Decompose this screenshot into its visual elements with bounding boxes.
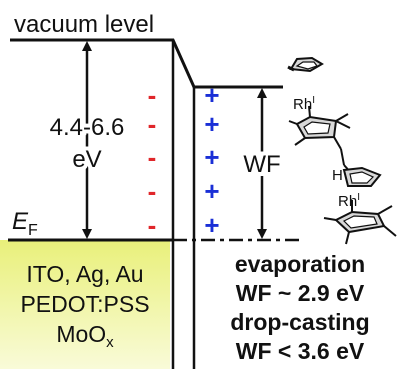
negative-charges: -----: [148, 80, 157, 240]
cyclopentadienyl-ring-bottom: [342, 166, 382, 187]
hydrogen-atom: H: [332, 167, 343, 184]
positive-charge: +: [204, 80, 219, 110]
electrode-material-line-2: PEDOT:PSS: [20, 291, 149, 317]
result-line-drop-casting: drop-casting: [230, 309, 369, 335]
pentamethylcyclopentadienyl-ring-top: [288, 105, 351, 150]
pentamethylcyclopentadienyl-ring-bottom: [323, 200, 397, 245]
result-line-wf-drop-casting: WF < 3.6 eV: [236, 338, 365, 364]
positive-charge: +: [204, 210, 219, 240]
bridge-bond: [340, 148, 345, 166]
rhodium-atom-top: RhI: [293, 95, 315, 113]
positive-charge: +: [204, 109, 219, 139]
electrode-block: [0, 240, 170, 369]
vacuum-level-line: [10, 38, 283, 89]
gap-value-label: 4.4-6.6: [50, 114, 125, 141]
negative-charge: -: [148, 176, 157, 206]
rhodium-dimer-molecule: RhI H RhI: [287, 56, 397, 245]
positive-charge: +: [204, 176, 219, 206]
result-line-evaporation: evaporation: [235, 251, 365, 277]
negative-charge: -: [148, 142, 157, 172]
fermi-level-label: EF: [12, 208, 38, 239]
gap-unit-label: eV: [72, 146, 101, 173]
result-line-wf-evaporation: WF ~ 2.9 eV: [236, 280, 365, 306]
electrode-material-line-1: ITO, Ag, Au: [26, 261, 143, 287]
positive-charges: +++++: [204, 80, 219, 240]
wf-label: WF: [243, 151, 280, 178]
positive-charge: +: [204, 142, 219, 172]
cyclopentadienyl-ring-top: [287, 56, 324, 73]
electrode-material-line-3: MoOx: [56, 321, 114, 351]
rhodium-atom-bottom: RhI: [338, 192, 360, 210]
negative-charge: -: [148, 210, 157, 240]
vacuum-level-label: vacuum level: [14, 11, 154, 38]
negative-charge: -: [148, 109, 157, 139]
negative-charge: -: [148, 80, 157, 110]
